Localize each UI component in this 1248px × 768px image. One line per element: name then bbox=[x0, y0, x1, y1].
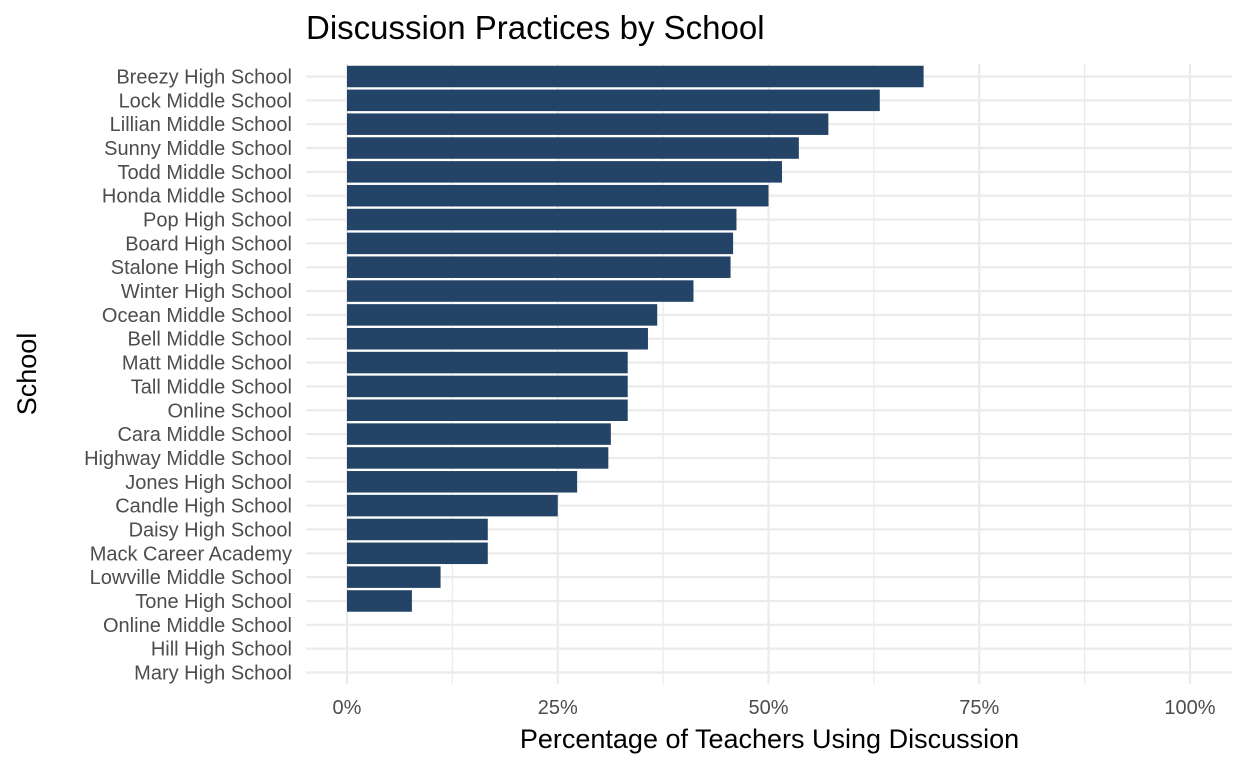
y-tick-label: Todd Middle School bbox=[117, 162, 292, 184]
bar bbox=[347, 518, 488, 541]
bar bbox=[347, 113, 829, 135]
bar bbox=[347, 65, 924, 88]
bar bbox=[347, 471, 578, 493]
y-tick-label: Matt Middle School bbox=[122, 353, 292, 375]
bar bbox=[347, 89, 880, 112]
y-tick-label: Tone High School bbox=[135, 591, 292, 613]
y-tick-label: Cara Middle School bbox=[117, 424, 292, 446]
x-tick-label: 75% bbox=[959, 697, 999, 719]
y-tick-label: Board High School bbox=[125, 233, 292, 255]
y-tick-label: Lowville Middle School bbox=[90, 567, 292, 589]
y-tick-label: Honda Middle School bbox=[102, 186, 292, 208]
y-tick-label: Ocean Middle School bbox=[102, 305, 292, 327]
bar bbox=[347, 232, 734, 255]
y-tick-label: Hill High School bbox=[151, 639, 292, 661]
y-tick-label: Breezy High School bbox=[116, 67, 292, 89]
bar bbox=[347, 494, 558, 517]
y-tick-label: Mack Career Academy bbox=[90, 543, 292, 565]
y-tick-label: Daisy High School bbox=[129, 519, 292, 541]
y-tick-label: Sunny Middle School bbox=[104, 138, 292, 160]
bar bbox=[347, 137, 799, 159]
x-tick-label: 100% bbox=[1164, 697, 1215, 719]
y-tick-label: Online Middle School bbox=[103, 615, 292, 637]
bars bbox=[347, 65, 924, 612]
y-tick-label: Lock Middle School bbox=[119, 90, 292, 112]
x-axis-title: Percentage of Teachers Using Discussion bbox=[520, 724, 1019, 754]
bar bbox=[347, 566, 441, 588]
y-axis-title: School bbox=[12, 333, 42, 416]
bar bbox=[347, 327, 648, 350]
y-tick-label: Bell Middle School bbox=[127, 329, 292, 351]
y-tick-label: Mary High School bbox=[134, 663, 292, 685]
y-tick-label: Winter High School bbox=[121, 281, 292, 303]
y-tick-label: Candle High School bbox=[115, 496, 292, 518]
x-tick-labels: 0% 25% 50% 75% 100% bbox=[333, 697, 1216, 719]
bar bbox=[347, 399, 628, 422]
y-tick-label: Tall Middle School bbox=[131, 376, 292, 398]
x-tick-label: 50% bbox=[748, 697, 788, 719]
bar bbox=[347, 161, 782, 183]
bar bbox=[347, 184, 769, 207]
y-tick-label: Pop High School bbox=[143, 210, 292, 232]
bar bbox=[347, 590, 412, 612]
bar bbox=[347, 304, 658, 326]
x-tick-label: 0% bbox=[333, 697, 362, 719]
y-tick-label: Stalone High School bbox=[111, 257, 292, 279]
bar bbox=[347, 447, 609, 469]
bar bbox=[347, 542, 488, 565]
y-tick-label: Online School bbox=[167, 400, 292, 422]
y-tick-label: Jones High School bbox=[125, 472, 292, 494]
x-tick-label: 25% bbox=[538, 697, 578, 719]
bar bbox=[347, 375, 628, 398]
chart-title: Discussion Practices by School bbox=[306, 9, 765, 46]
bar bbox=[347, 280, 694, 302]
bar bbox=[347, 351, 628, 374]
y-tick-label: Lillian Middle School bbox=[110, 114, 292, 136]
bar bbox=[347, 208, 737, 231]
y-tick-label: Highway Middle School bbox=[84, 448, 292, 470]
bar bbox=[347, 423, 611, 445]
bar bbox=[347, 256, 731, 278]
